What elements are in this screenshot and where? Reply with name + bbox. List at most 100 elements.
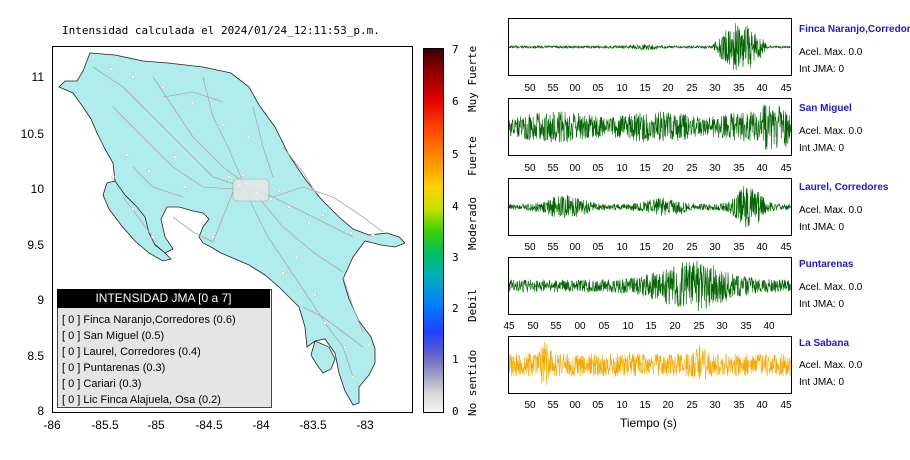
waveform-line [509, 104, 791, 150]
trace-panel-4[interactable] [508, 257, 792, 315]
trace-tick: 50 [527, 321, 539, 332]
map-ytick: 10.5 [20, 127, 44, 141]
trace-tick: 20 [662, 163, 674, 174]
trace-tick: 40 [756, 400, 768, 411]
trace-ticks-5: 50 55 00 05 10 15 20 25 30 35 40 45 [508, 400, 791, 412]
waveform-line [509, 341, 791, 385]
waveform-trace [509, 260, 791, 311]
station-int: Int JMA: 0 [799, 143, 845, 154]
trace-tick: 40 [756, 242, 768, 253]
colorbar-label-no-sentido: No sentido [466, 349, 479, 416]
waveform-line [509, 23, 791, 71]
waveform-trace [509, 104, 791, 150]
trace-tick: 50 [524, 163, 536, 174]
trace-tick: 35 [733, 242, 745, 253]
trace-tick: 05 [592, 242, 604, 253]
station-int: Int JMA: 0 [799, 222, 845, 233]
station-name: Laurel, Corredores [799, 182, 889, 193]
trace-tick: 15 [639, 242, 651, 253]
trace-ticks-4: 45 50 55 00 05 10 15 20 25 30 35 40 [503, 321, 790, 333]
station-name: Finca Naranjo,Corredor [799, 24, 910, 35]
trace-tick: 00 [574, 321, 586, 332]
map-xtick: -84.5 [195, 418, 223, 432]
trace-tick: 00 [569, 83, 581, 94]
trace-tick: 35 [733, 400, 745, 411]
trace-tick: 55 [547, 242, 559, 253]
central-valley-cluster [232, 178, 270, 202]
trace-tick: 35 [733, 83, 745, 94]
trace-tick: 55 [547, 83, 559, 94]
map-ytick: 9.5 [27, 238, 44, 252]
trace-tick: 35 [733, 163, 745, 174]
trace-ticks-3: 50 55 00 05 10 15 20 25 30 35 40 45 [508, 242, 791, 254]
trace-tick: 50 [524, 400, 536, 411]
trace-tick: 10 [616, 400, 628, 411]
colorbar-tick: 7 [452, 43, 459, 56]
trace-tick: 05 [592, 83, 604, 94]
trace-tick: 10 [616, 242, 628, 253]
legend-item: [ 0 ] Puntarenas (0.3) [62, 362, 166, 374]
trace-panel-5[interactable] [508, 336, 792, 394]
trace-tick: 45 [780, 163, 792, 174]
map-ytick: 9 [37, 293, 44, 307]
osa-peninsula [310, 340, 336, 374]
colorbar-label-debil: Debil [466, 288, 479, 322]
trace-tick: 45 [503, 321, 515, 332]
trace-tick: 55 [547, 163, 559, 174]
trace-tick: 50 [524, 83, 536, 94]
trace-panel-1[interactable] [508, 18, 792, 76]
road-network [92, 66, 384, 378]
trace-tick: 20 [662, 242, 674, 253]
trace-tick: 00 [569, 163, 581, 174]
legend-item: [ 0 ] Finca Naranjo,Corredores (0.6) [62, 314, 236, 326]
map-ytick: 8 [37, 404, 44, 418]
colorbar-label-muy-fuerte: Muy Fuerte [466, 45, 479, 112]
trace-tick: 40 [756, 163, 768, 174]
map-title: Intensidad calculada el 2024/01/24_12:11… [62, 24, 380, 37]
station-int: Int JMA: 0 [799, 299, 845, 310]
trace-tick: 45 [780, 83, 792, 94]
trace-tick: 25 [686, 83, 698, 94]
trace-tick: 45 [780, 242, 792, 253]
map-ytick: 11 [31, 70, 44, 84]
trace-tick: 10 [622, 321, 634, 332]
trace-tick: 15 [645, 321, 657, 332]
legend-header: INTENSIDAD JMA [0 a 7] [57, 289, 270, 308]
station-acel: Acel. Max. 0.0 [799, 126, 863, 137]
trace-ticks-2: 50 55 00 05 10 15 20 25 30 35 40 45 [508, 163, 791, 175]
trace-tick: 55 [547, 400, 559, 411]
colorbar-tick: 3 [452, 251, 459, 264]
colorbar-tick: 0 [452, 405, 459, 418]
waveform-trace [509, 341, 791, 385]
trace-tick: 30 [709, 400, 721, 411]
trace-panel-2[interactable] [508, 98, 792, 156]
station-int: Int JMA: 0 [799, 377, 845, 388]
colorbar-tick: 6 [452, 95, 459, 108]
trace-panel-3[interactable] [508, 178, 792, 236]
station-acel: Acel. Max. 0.0 [799, 360, 863, 371]
trace-tick: 20 [662, 400, 674, 411]
trace-tick: 25 [686, 163, 698, 174]
waveform-trace [509, 186, 791, 228]
map-xtick: -84 [252, 418, 270, 432]
trace-tick: 15 [639, 163, 651, 174]
colorbar-tick: 1 [452, 353, 459, 366]
trace-tick: 25 [693, 321, 705, 332]
costa-rica-map [58, 52, 406, 406]
trace-ticks-1: 50 55 00 05 10 15 20 25 30 35 40 45 [508, 83, 791, 95]
trace-tick: 30 [709, 242, 721, 253]
waveform-line [509, 260, 791, 311]
legend-item: [ 0 ] Cariari (0.3) [62, 378, 142, 390]
trace-tick: 10 [616, 163, 628, 174]
trace-tick: 05 [598, 321, 610, 332]
colorbar-tick: 5 [452, 148, 459, 161]
trace-tick: 00 [569, 242, 581, 253]
trace-tick: 55 [550, 321, 562, 332]
map-xtick: -83 [356, 418, 374, 432]
colorbar-label-moderado: Moderado [466, 197, 479, 250]
map-ytick: 8.5 [27, 349, 44, 363]
trace-tick: 15 [639, 83, 651, 94]
trace-tick: 25 [686, 242, 698, 253]
trace-tick: 30 [716, 321, 728, 332]
trace-tick: 40 [763, 321, 775, 332]
